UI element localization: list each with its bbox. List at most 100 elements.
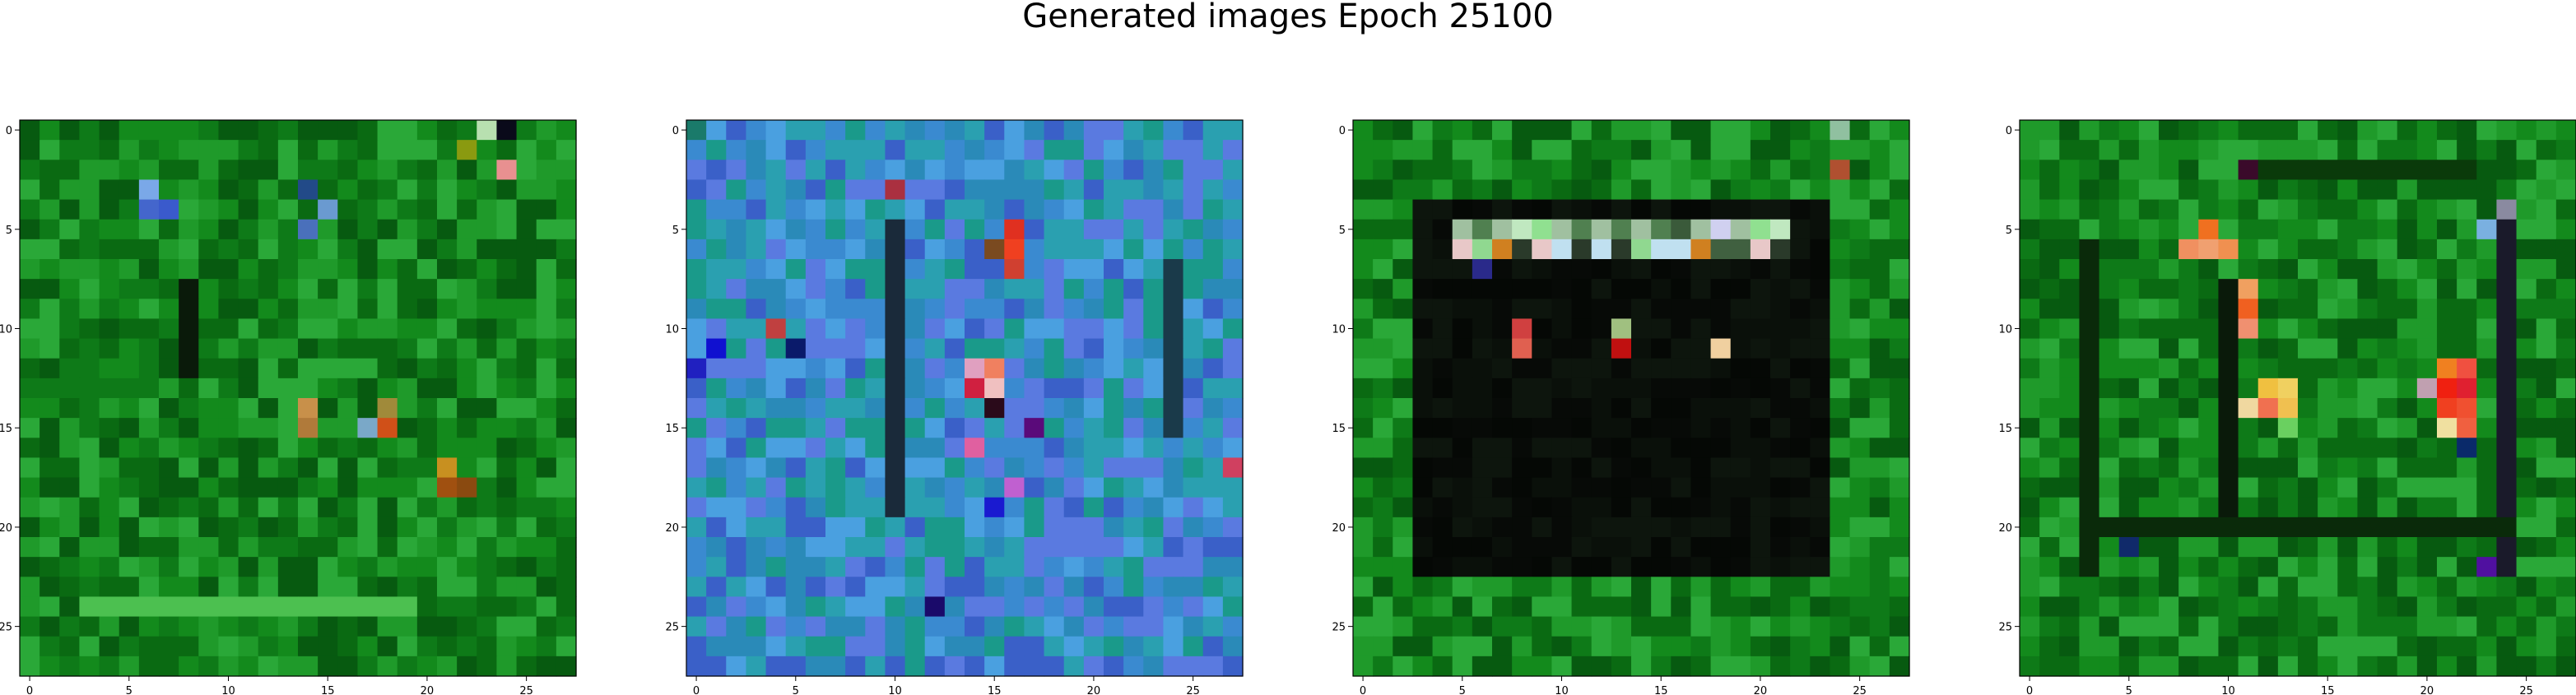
image-pixel <box>2039 160 2060 181</box>
image-pixel <box>1690 438 1712 459</box>
image-pixel <box>377 457 398 479</box>
image-pixel <box>2416 279 2438 299</box>
image-pixel <box>159 497 179 518</box>
image-pixel <box>138 457 160 479</box>
image-pixel <box>1123 219 1144 240</box>
image-pixel <box>2198 438 2220 459</box>
image-pixel <box>1143 616 1165 637</box>
image-pixel <box>377 517 398 538</box>
image-pixel <box>1472 239 1493 260</box>
image-pixel <box>2257 457 2279 479</box>
image-pixel <box>1651 398 1672 419</box>
image-pixel <box>2257 199 2279 220</box>
image-pixel <box>20 160 40 181</box>
image-pixel <box>2238 338 2259 359</box>
image-pixel <box>1849 418 1871 438</box>
image-pixel <box>2516 457 2537 479</box>
image-pixel <box>2138 418 2160 438</box>
image-pixel <box>1869 160 1890 181</box>
image-pixel <box>1651 636 1672 657</box>
image-pixel <box>2159 636 2179 657</box>
image-pixel <box>79 577 100 598</box>
image-pixel <box>40 160 60 181</box>
image-pixel <box>536 120 557 141</box>
image-pixel <box>1512 160 1532 181</box>
image-pixel <box>2337 239 2359 260</box>
image-pixel <box>1532 457 1553 479</box>
image-pixel <box>1690 199 1712 220</box>
image-pixel <box>885 338 906 359</box>
image-pixel <box>1024 537 1045 558</box>
image-pixel <box>496 179 518 201</box>
image-pixel <box>138 557 160 577</box>
image-pixel <box>785 577 807 598</box>
image-pixel <box>1631 537 1652 558</box>
image-pixel <box>1631 577 1652 598</box>
image-pixel <box>2178 219 2199 240</box>
image-pixel <box>357 517 379 538</box>
image-pixel <box>904 279 926 299</box>
image-pixel <box>2198 616 2220 637</box>
image-pixel <box>1183 497 1204 518</box>
image-pixel <box>1631 557 1652 577</box>
image-pixel <box>2437 517 2457 538</box>
image-pixel <box>2099 596 2120 618</box>
image-pixel <box>377 577 398 598</box>
image-pixel <box>805 497 826 518</box>
image-pixel <box>1790 477 1811 498</box>
image-pixel <box>159 616 179 637</box>
image-pixel <box>825 358 846 379</box>
image-pixel <box>785 179 807 201</box>
image-pixel <box>1869 457 1890 479</box>
image-pixel <box>924 517 946 538</box>
image-pixel <box>159 457 179 479</box>
image-pixel <box>706 398 727 419</box>
x-tick-label: 20 <box>2420 685 2434 695</box>
image-pixel <box>924 318 946 340</box>
image-pixel <box>318 338 338 359</box>
image-pixel <box>1024 279 1045 299</box>
image-pixel <box>2536 338 2557 359</box>
image-pixel <box>2536 398 2557 419</box>
image-pixel <box>1532 279 1553 299</box>
image-pixel <box>765 497 787 518</box>
image-pixel <box>1849 577 1871 598</box>
image-pixel <box>1104 179 1124 201</box>
image-pixel <box>1183 418 1204 438</box>
image-pixel <box>1163 418 1184 438</box>
image-pixel <box>1849 636 1871 657</box>
image-pixel <box>1024 517 1045 538</box>
image-pixel <box>119 219 140 240</box>
image-pixel <box>1671 259 1692 280</box>
image-pixel <box>1710 497 1732 518</box>
image-pixel <box>1183 398 1204 419</box>
image-pixel <box>1472 537 1493 558</box>
image-pixel <box>1183 219 1204 240</box>
image-pixel <box>1492 457 1513 479</box>
image-pixel <box>179 199 199 220</box>
image-pixel <box>965 378 985 399</box>
y-tick-label: 5 <box>2006 225 2012 237</box>
image-pixel <box>1083 477 1104 498</box>
image-pixel <box>298 378 319 399</box>
image-pixel <box>179 120 199 141</box>
image-pixel <box>1024 318 1045 340</box>
image-pixel <box>40 596 60 618</box>
image-pixel <box>1690 636 1712 657</box>
image-pixel <box>1004 537 1025 558</box>
x-tick-label: 20 <box>1754 685 1768 695</box>
image-pixel <box>2059 219 2081 240</box>
image-pixel <box>2536 497 2557 518</box>
image-pixel <box>2198 259 2220 280</box>
image-pixel <box>119 616 140 637</box>
image-pixel <box>1671 358 1692 379</box>
image-pixel <box>1810 259 1831 280</box>
image-pixel <box>536 398 557 419</box>
image-pixel <box>2357 457 2378 479</box>
image-pixel <box>2079 438 2100 459</box>
image-pixel <box>1452 338 1473 359</box>
image-pixel <box>2257 160 2279 181</box>
image-pixel <box>2059 497 2081 518</box>
image-pixel <box>1202 497 1224 518</box>
image-pixel <box>1571 537 1593 558</box>
